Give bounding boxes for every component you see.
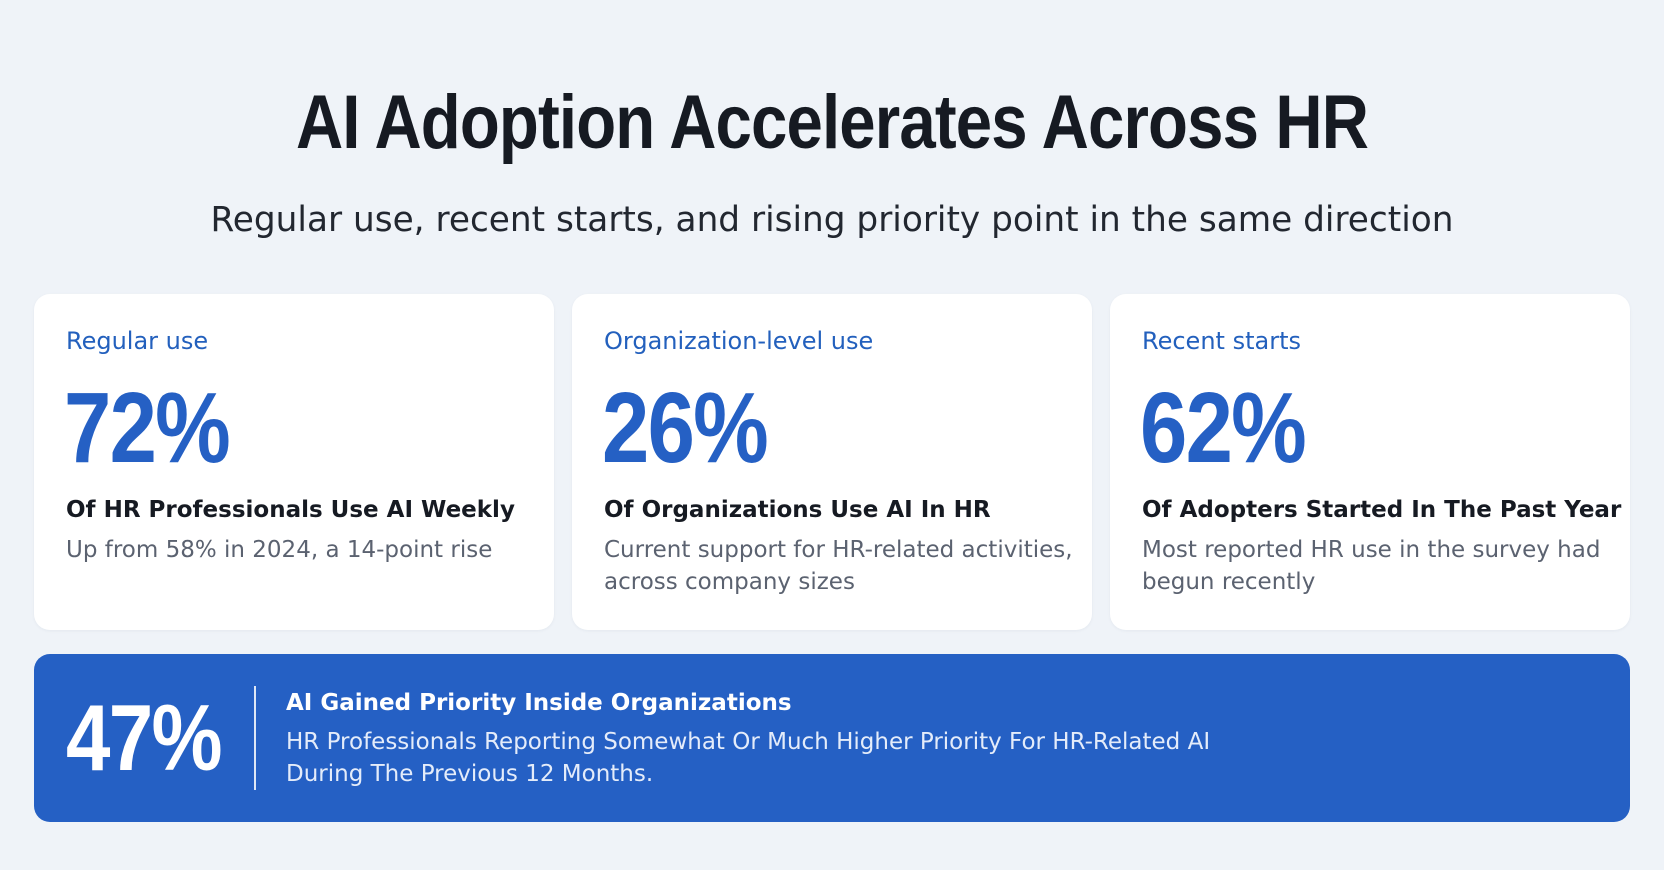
stat-cards: Regular use 72% Of HR Professionals Use … <box>34 294 1630 630</box>
stat-card-description: Current support for HR-related activitie… <box>604 537 1073 595</box>
priority-banner: 47% AI Gained Priority Inside Organizati… <box>34 654 1630 822</box>
stat-card-label: Recent starts <box>1142 327 1301 355</box>
page-title: AI Adoption Accelerates Across HR <box>295 80 1369 165</box>
stat-card-recent-starts: Recent starts 62% Of Adopters Started In… <box>1110 294 1630 630</box>
stat-card-label: Regular use <box>66 327 209 355</box>
stat-card-heading: Of Organizations Use AI In HR <box>604 497 991 523</box>
banner-heading: AI Gained Priority Inside Organizations <box>286 690 792 716</box>
stat-card-heading: Of Adopters Started In The Past Year <box>1142 497 1622 523</box>
banner-description: HR Professionals Reporting Somewhat Or M… <box>286 729 1211 787</box>
page-subtitle: Regular use, recent starts, and rising p… <box>210 200 1454 240</box>
stat-card-regular-use: Regular use 72% Of HR Professionals Use … <box>34 294 554 630</box>
stat-card-organization-level-use: Organization-level use 26% Of Organizati… <box>572 294 1092 630</box>
stat-card-description: Most reported HR use in the survey had b… <box>1142 537 1601 595</box>
banner-divider <box>254 686 256 790</box>
stat-card-value: 62% <box>1140 372 1307 484</box>
stat-card-value: 26% <box>602 372 769 484</box>
stat-card-label: Organization-level use <box>604 327 874 355</box>
stat-card-value: 72% <box>64 372 231 484</box>
stat-card-heading: Of HR Professionals Use AI Weekly <box>66 497 515 523</box>
stat-card-description: Up from 58% in 2024, a 14-point rise <box>66 537 493 563</box>
banner-value: 47% <box>66 685 223 790</box>
